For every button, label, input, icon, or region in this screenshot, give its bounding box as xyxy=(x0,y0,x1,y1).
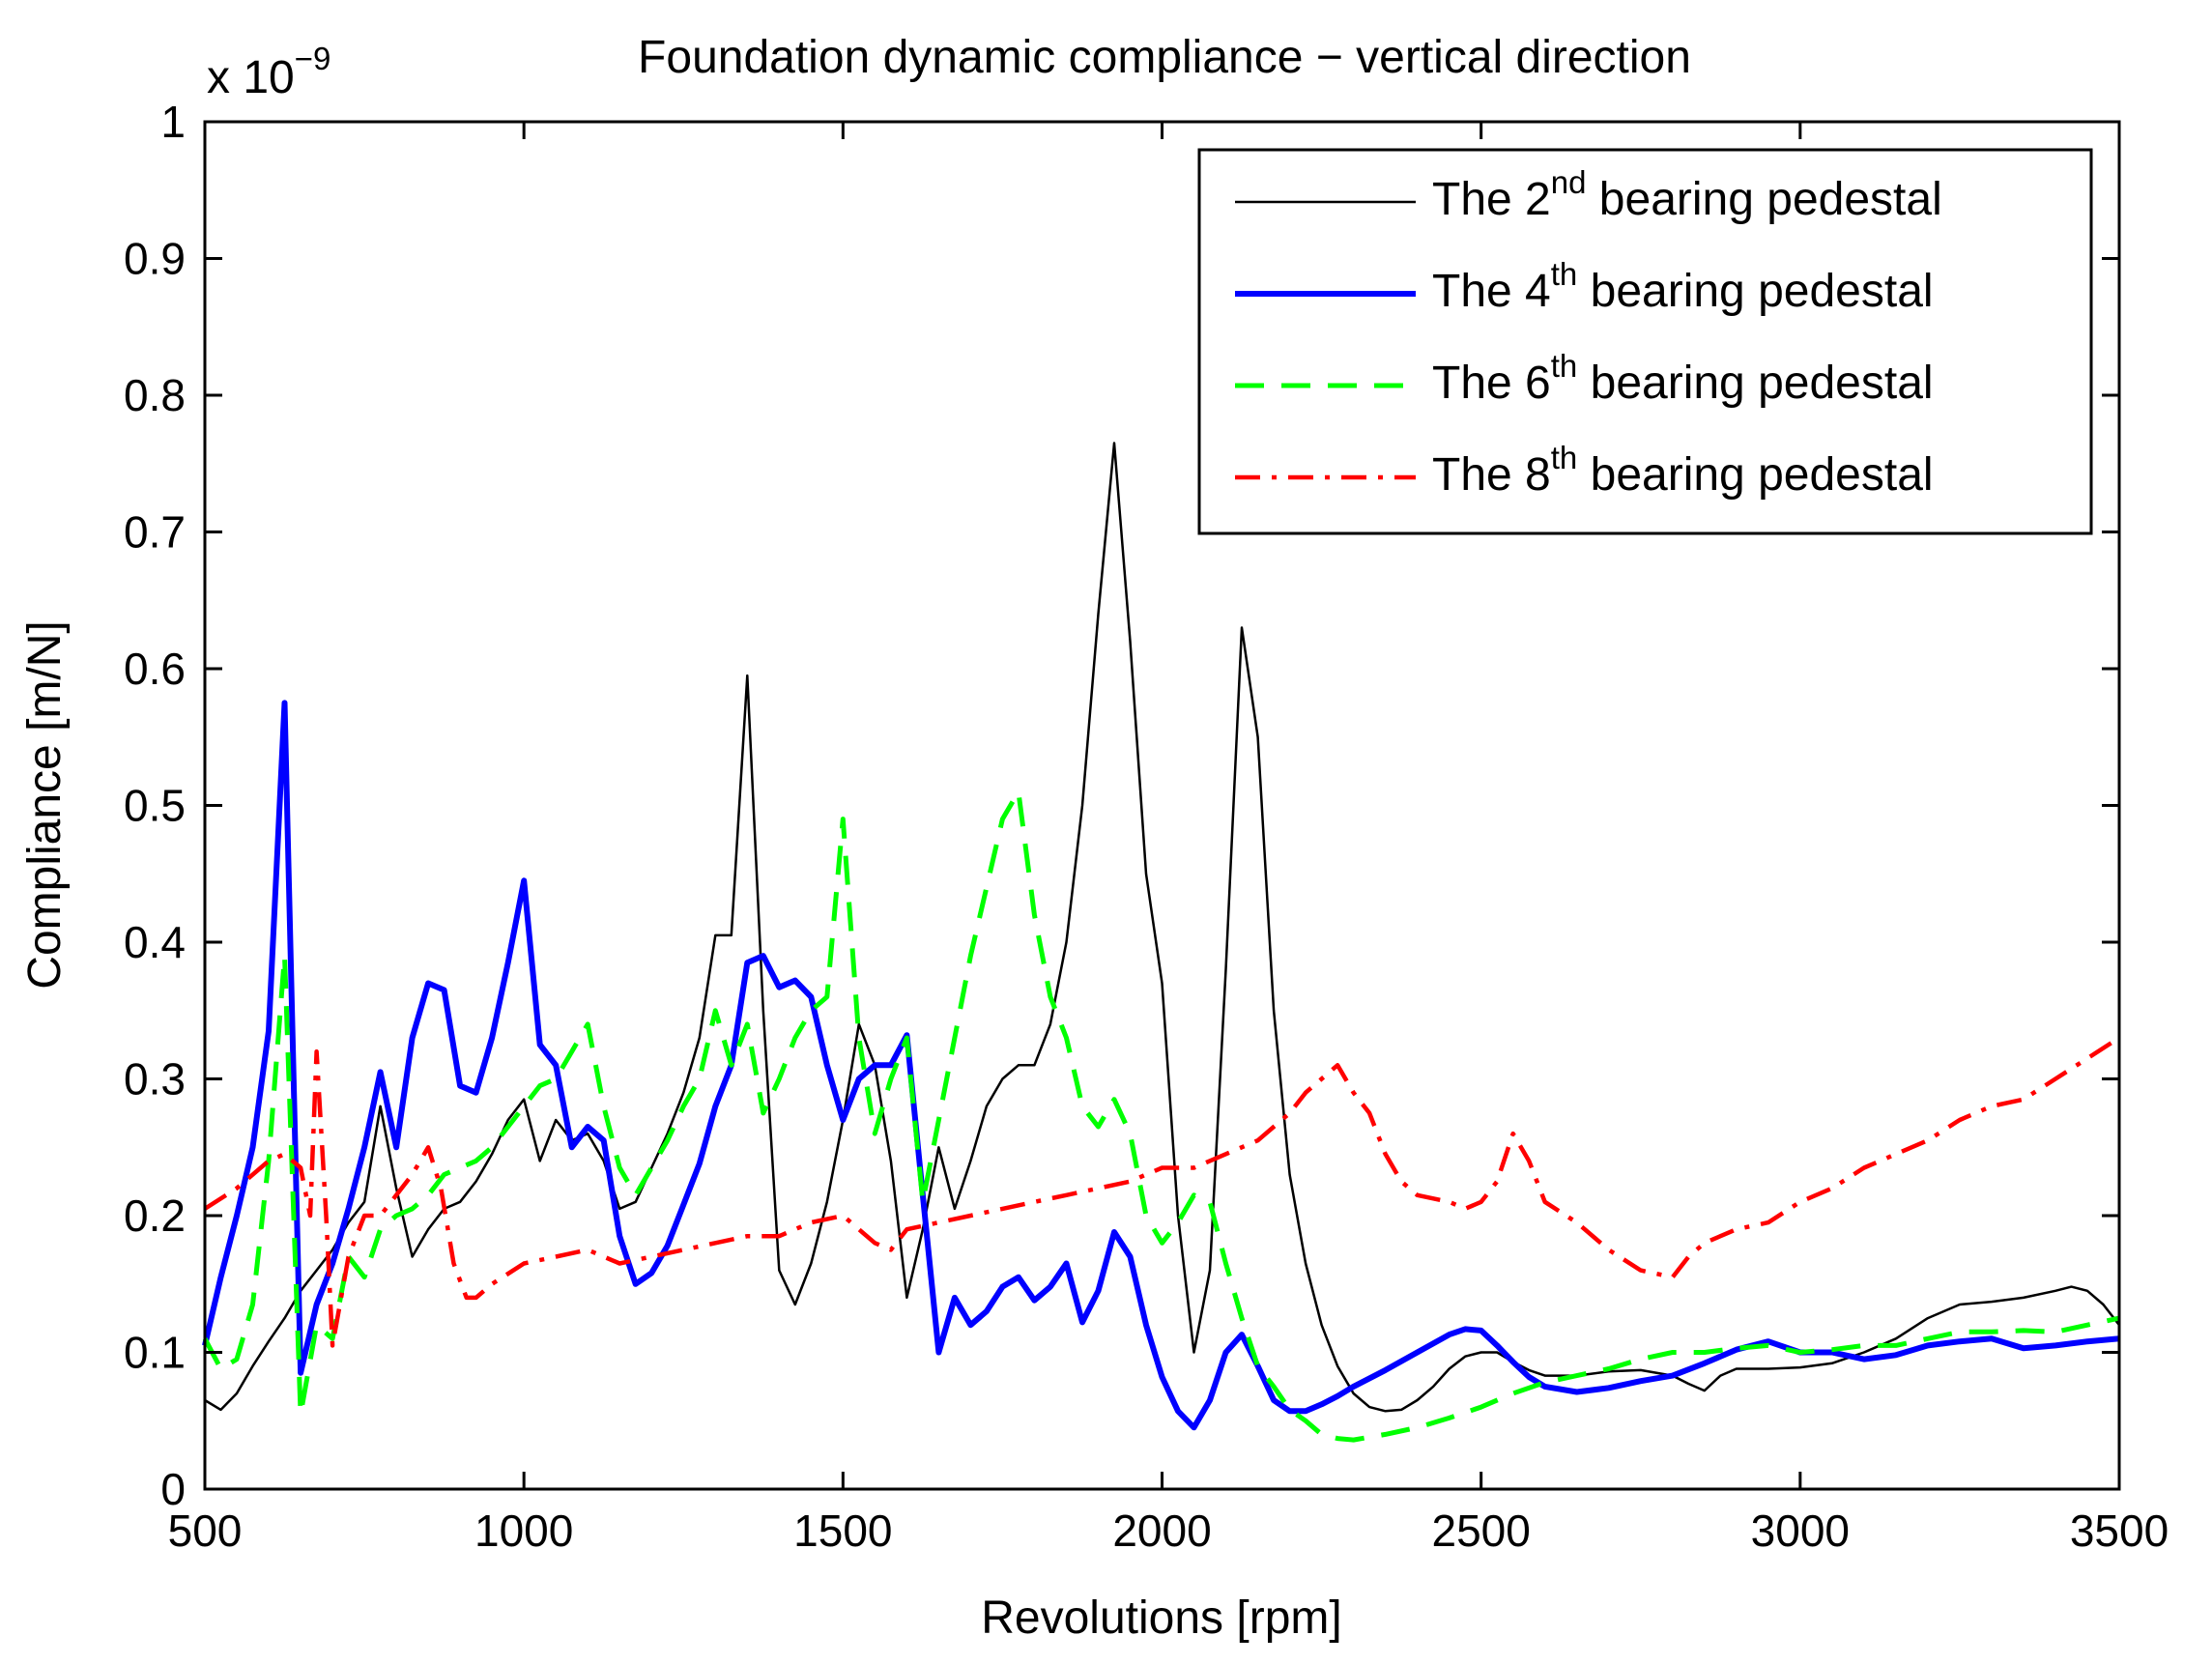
y-tick-label: 0.3 xyxy=(124,1054,186,1105)
x-tick-label: 2000 xyxy=(1112,1506,1211,1556)
y-axis-label: Compliance [m/N] xyxy=(19,620,71,989)
x-tick-label: 1500 xyxy=(793,1506,892,1556)
x-axis-label: Revolutions [rpm] xyxy=(981,1592,1341,1644)
plot-series xyxy=(202,442,2121,1443)
x-tick-label: 2500 xyxy=(1431,1506,1530,1556)
x-tick-label: 1000 xyxy=(474,1506,573,1556)
y-tick-label: 0.1 xyxy=(124,1328,186,1378)
legend-box xyxy=(1197,148,2093,535)
legend-item: The 8th bearing pedestal xyxy=(1235,440,1934,501)
legend-items: The 2nd bearing pedestal The 4th bearing … xyxy=(1235,164,1942,501)
x-tick-label: 500 xyxy=(168,1506,243,1556)
series-line-3 xyxy=(202,789,2120,1443)
x-tick-label: 3000 xyxy=(1751,1506,1850,1556)
legend-label: The 4th bearing pedestal xyxy=(1432,256,1934,317)
series-line-2 xyxy=(202,700,2120,1431)
legend-item: The 2nd bearing pedestal xyxy=(1235,164,1942,225)
axis-ticks xyxy=(203,120,2121,1491)
axis-tick-labels: 500 1000 1500 2000 2500 3000 3500 0 0.1 0.2 0.3 0.4… xyxy=(124,97,2169,1556)
y-tick-label: 1 xyxy=(160,97,186,147)
y-exponent-base: x 10 xyxy=(207,52,295,103)
y-tick-label: 0.7 xyxy=(124,507,186,558)
y-tick-label: 0.9 xyxy=(124,234,186,284)
legend-label: The 2nd bearing pedestal xyxy=(1432,164,1942,225)
y-tick-label: 0.6 xyxy=(124,644,186,694)
y-exponent-label: x 10−9 xyxy=(207,41,330,103)
y-tick-label: 0.5 xyxy=(124,781,186,831)
legend-label: The 8th bearing pedestal xyxy=(1432,440,1934,501)
y-tick-label: 0 xyxy=(160,1464,186,1514)
legend-item: The 4th bearing pedestal xyxy=(1235,256,1934,317)
y-tick-label: 0.8 xyxy=(124,370,186,420)
y-exponent-power: −9 xyxy=(295,41,331,76)
y-tick-label: 0.4 xyxy=(124,917,186,967)
legend: The 2nd bearing pedestal The 4th bearing … xyxy=(1197,148,2093,535)
chart-title: Foundation dynamic compliance − vertical… xyxy=(638,32,1691,83)
series-line-4 xyxy=(203,1036,2121,1348)
y-tick-label: 0.2 xyxy=(124,1191,186,1241)
series-line-1 xyxy=(204,442,2120,1413)
x-tick-label: 3500 xyxy=(2070,1506,2169,1556)
legend-label: The 6th bearing pedestal xyxy=(1432,348,1934,409)
legend-item: The 6th bearing pedestal xyxy=(1235,348,1934,409)
